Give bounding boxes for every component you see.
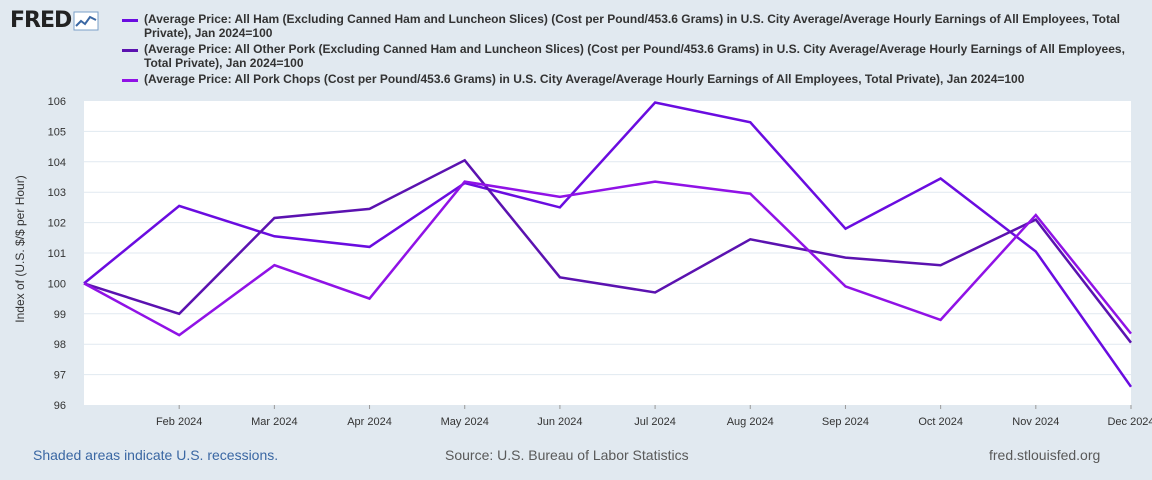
x-tick-label: Jun 2024 [537,416,582,428]
y-tick-label: 104 [48,157,66,169]
y-tick-label: 102 [48,218,66,230]
y-tick-label: 103 [48,187,66,199]
legend-label: (Average Price: All Pork Chops (Cost per… [144,72,1025,86]
x-tick-label: Oct 2024 [918,416,963,428]
x-tick-label: Mar 2024 [251,416,297,428]
x-tick-label: Dec 2024 [1107,416,1152,428]
series-line-1[interactable] [83,101,1133,388]
y-tick-label: 99 [54,309,66,321]
x-tick-label: Apr 2024 [347,416,392,428]
y-tick-label: 100 [48,278,66,290]
source-note: Source: U.S. Bureau of Labor Statistics [445,447,689,463]
site-link[interactable]: fred.stlouisfed.org [989,447,1101,463]
y-tick-label: 98 [54,339,66,351]
series-line-2[interactable] [83,158,1132,344]
line-chart-icon [73,11,99,30]
legend-label: (Average Price: All Other Pork (Excludin… [144,42,1125,70]
x-tick-label: Feb 2024 [156,416,202,428]
y-tick-label: 105 [48,126,66,138]
x-tick-label: Sep 2024 [822,416,869,428]
legend-swatch [122,19,138,22]
x-tick-label: Aug 2024 [727,416,774,428]
legend-item: (Average Price: All Pork Chops (Cost per… [122,72,1132,86]
legend-item: (Average Price: All Other Pork (Excludin… [122,42,1132,70]
x-tick-label: Jul 2024 [634,416,676,428]
logo-text: FRED [10,8,72,33]
y-tick-label: 97 [54,370,66,382]
y-tick-label: 101 [48,248,66,260]
series-line-3[interactable] [83,180,1132,337]
legend-label: (Average Price: All Ham (Excluding Canne… [144,12,1121,40]
x-tick-label: May 2024 [441,416,489,428]
chart-legend: (Average Price: All Ham (Excluding Canne… [122,12,1132,88]
legend-swatch [122,79,138,82]
y-tick-label: 106 [48,96,66,108]
legend-swatch [122,49,138,52]
y-tick-label: 96 [54,400,66,412]
x-tick-label: Nov 2024 [1012,416,1059,428]
fred-logo[interactable]: FRED [10,8,99,33]
legend-item: (Average Price: All Ham (Excluding Canne… [122,12,1132,40]
recession-note: Shaded areas indicate U.S. recessions. [33,447,279,463]
